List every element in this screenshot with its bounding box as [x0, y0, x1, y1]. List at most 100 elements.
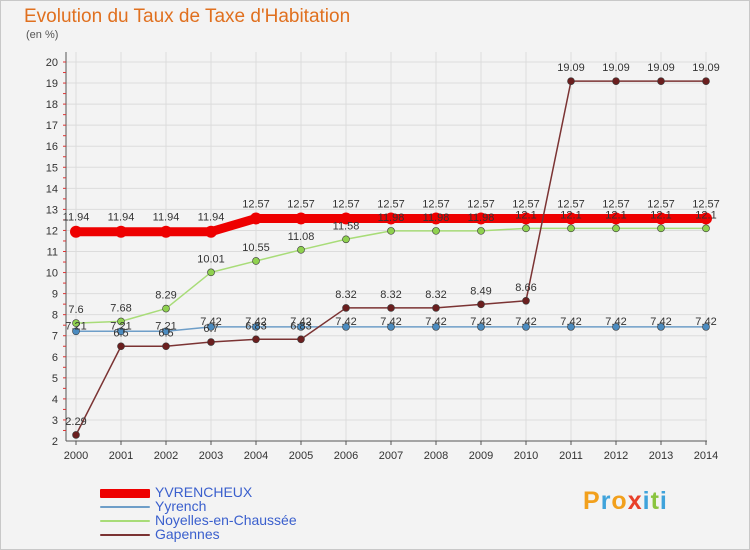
data-point-0	[160, 225, 172, 238]
y-tick-label: 20	[46, 57, 58, 69]
data-label-2: 11.98	[423, 212, 450, 224]
data-point-0	[520, 212, 532, 225]
data-point-2	[162, 304, 170, 313]
data-label-1: 7.42	[605, 316, 626, 328]
x-tick-label: 2001	[109, 450, 133, 462]
data-label-2: 11.58	[333, 220, 360, 232]
data-label-0: 12.57	[287, 198, 315, 210]
data-point-2	[522, 224, 530, 233]
data-label-1: 7.42	[470, 316, 491, 328]
data-point-1	[612, 323, 620, 331]
data-point-1	[162, 327, 170, 336]
data-point-1	[72, 327, 80, 336]
y-tick-label: 7	[52, 331, 58, 343]
data-label-3: 6.5	[113, 327, 128, 339]
data-point-3	[657, 77, 665, 85]
data-point-0	[430, 212, 442, 225]
data-point-3	[297, 335, 305, 344]
x-tick-label: 2005	[289, 450, 313, 462]
data-label-0: 11.94	[198, 212, 225, 224]
logo-letter: x	[627, 487, 643, 515]
data-point-0	[70, 225, 82, 238]
data-point-0	[655, 212, 667, 225]
data-point-0	[475, 212, 487, 225]
y-tick-label: 9	[52, 289, 58, 301]
logo-letter: P	[583, 487, 601, 515]
data-label-3: 19.09	[557, 62, 585, 74]
data-label-3: 8.49	[470, 285, 491, 297]
data-label-3: 19.09	[647, 62, 675, 74]
data-label-3: 6.83	[245, 320, 266, 332]
data-point-3	[387, 304, 395, 312]
data-point-2	[612, 224, 620, 233]
logo-letter: t	[650, 487, 660, 515]
data-point-3	[72, 431, 80, 439]
data-point-3	[252, 335, 260, 344]
data-point-0	[385, 212, 397, 225]
data-label-2: 12.1	[650, 209, 671, 221]
x-tick-label: 2007	[379, 450, 403, 462]
data-label-0: 11.94	[108, 212, 135, 224]
data-point-1	[387, 323, 395, 331]
data-point-1	[432, 323, 440, 331]
x-tick-label: 2011	[559, 450, 583, 462]
data-label-1: 7.42	[560, 316, 581, 328]
data-point-3	[342, 304, 350, 312]
data-point-2	[657, 224, 665, 233]
data-point-2	[207, 268, 215, 277]
data-label-1: 7.42	[650, 316, 671, 328]
data-point-1	[657, 323, 665, 331]
y-tick-label: 16	[46, 141, 58, 153]
legend-label-yyrench: Yyrench	[155, 498, 207, 514]
data-label-1: 7.21	[65, 320, 86, 332]
y-tick-label: 12	[46, 225, 58, 237]
data-point-3	[117, 342, 125, 351]
data-label-2: 11.08	[288, 231, 315, 243]
chart-title: Evolution du Taux de Taxe d'Habitation	[24, 6, 351, 27]
data-point-0	[295, 212, 307, 225]
data-label-0: 12.57	[512, 198, 540, 210]
logo-letter: i	[642, 487, 651, 515]
data-point-1	[342, 323, 350, 331]
x-tick-label: 2006	[334, 450, 358, 462]
data-label-0: 12.57	[647, 198, 675, 210]
data-point-1	[207, 323, 215, 331]
x-tick-label: 2014	[694, 450, 718, 462]
data-label-2: 12.1	[515, 209, 536, 221]
logo-letter: i	[659, 487, 668, 515]
data-label-1: 7.21	[155, 320, 176, 332]
data-label-0: 12.57	[332, 198, 360, 210]
data-label-3: 6.83	[290, 320, 311, 332]
data-point-1	[117, 327, 125, 336]
y-tick-label: 18	[46, 99, 58, 111]
proxiti-logo: Proxiti	[583, 487, 668, 516]
logo-letter: o	[611, 487, 628, 515]
data-point-0	[565, 212, 577, 225]
data-point-2	[297, 246, 305, 254]
data-label-1: 7.42	[425, 316, 446, 328]
data-point-3	[522, 296, 530, 305]
data-label-3: 6.5	[158, 327, 173, 339]
data-label-3: 19.09	[692, 62, 720, 74]
data-label-2: 7.6	[68, 304, 83, 316]
data-point-1	[567, 323, 575, 331]
data-point-3	[477, 300, 485, 309]
data-point-3	[702, 77, 710, 85]
legend-swatch-yvrencheux	[100, 488, 150, 498]
data-point-0	[115, 225, 127, 238]
data-point-2	[477, 227, 485, 235]
data-point-2	[117, 317, 125, 326]
y-tick-label: 11	[47, 247, 58, 259]
data-label-2: 10.55	[242, 242, 270, 254]
legend-label-yvrencheux: YVRENCHEUX	[155, 484, 253, 500]
data-point-0	[610, 212, 622, 225]
data-label-0: 12.57	[467, 198, 495, 210]
legend-swatch-yyrench	[100, 506, 150, 508]
data-label-3: 19.09	[602, 62, 630, 74]
x-tick-label: 2008	[424, 450, 448, 462]
data-point-0	[340, 212, 352, 225]
y-tick-label: 8	[52, 310, 58, 322]
data-label-0: 12.57	[692, 198, 720, 210]
legend-swatch-gapennes	[100, 534, 150, 536]
data-label-2: 8.29	[155, 290, 176, 302]
